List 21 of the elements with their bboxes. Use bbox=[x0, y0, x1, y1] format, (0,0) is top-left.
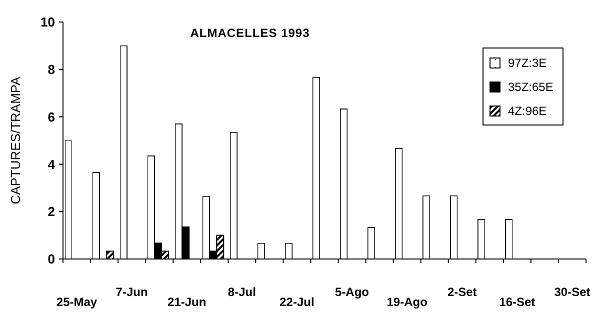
legend-label: 35Z:65E bbox=[508, 80, 554, 94]
legend-label: 4Z:96E bbox=[508, 104, 547, 118]
x-tick-label: 25-May bbox=[56, 295, 98, 309]
x-tick-label: 2-Set bbox=[447, 285, 477, 299]
x-tick-label: 21-Jun bbox=[168, 295, 206, 309]
x-tick-label: 7-Jun bbox=[116, 285, 148, 299]
y-tick-label: 2 bbox=[48, 204, 55, 220]
chart-title: ALMACELLES 1993 bbox=[190, 26, 310, 40]
x-tick-label: 5-Ago bbox=[335, 285, 370, 299]
y-tick-label: 10 bbox=[40, 14, 55, 30]
y-tick-label: 8 bbox=[48, 62, 55, 77]
y-tick-label: 4 bbox=[48, 156, 56, 172]
x-tick-label: 8-Jul bbox=[228, 285, 256, 299]
x-tick-label: 19-Ago bbox=[386, 295, 428, 309]
x-tick-label: 30-Set bbox=[554, 285, 590, 299]
x-tick-label: 16-Set bbox=[499, 295, 536, 309]
legend-label: 97Z:3E bbox=[508, 56, 547, 70]
y-tick-label: 0 bbox=[48, 252, 55, 267]
y-axis-title: CAPTURES/TRAMPA bbox=[8, 76, 23, 204]
y-tick-label: 6 bbox=[48, 109, 55, 124]
x-tick-label: 22-Jul bbox=[280, 295, 314, 309]
